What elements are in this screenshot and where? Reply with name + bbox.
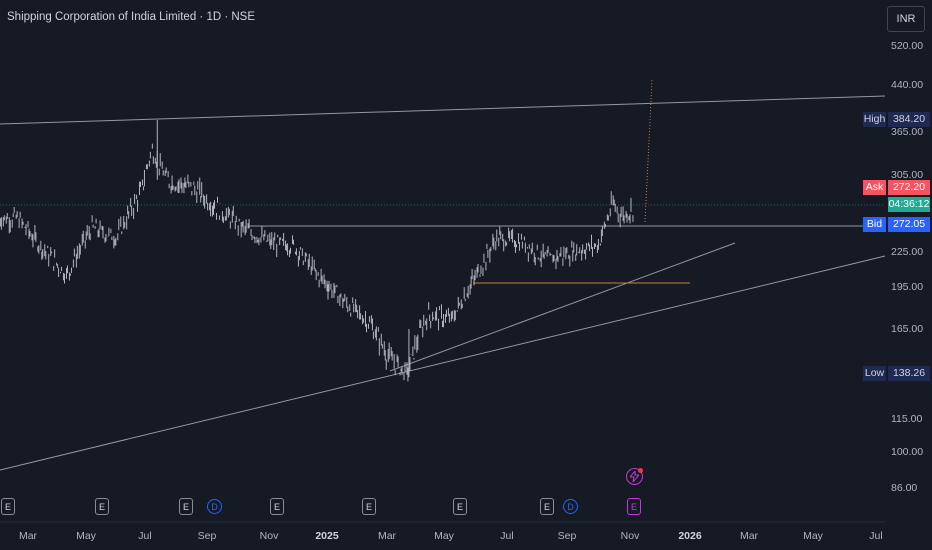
price-axis-tick: 440.00 (891, 79, 924, 91)
candle-series (0, 119, 634, 382)
low-label: Low (863, 366, 886, 381)
bid-value: 272.05 (888, 217, 930, 232)
time-axis-tick: Nov (259, 530, 279, 542)
price-axis-tick: 165.00 (891, 323, 924, 335)
lower-trendline[interactable] (0, 255, 886, 471)
time-axis-tick: Mar (18, 530, 38, 542)
price-axis-tick: 100.00 (891, 446, 924, 458)
dividend-event-marker[interactable]: D (207, 499, 222, 514)
high-value: 384.20 (888, 112, 930, 127)
bar-countdown: 04:36:12 (888, 197, 930, 212)
time-axis-tick: Jul (138, 530, 152, 542)
earnings-event-marker[interactable]: E (540, 498, 554, 515)
time-axis-tick: Jul (869, 530, 883, 542)
time-axis-tick: Jul (500, 530, 514, 542)
price-axis-tick: 225.00 (891, 246, 924, 258)
lightning-glyph (630, 471, 639, 482)
ask-label: Ask (863, 180, 886, 195)
high-label: High (863, 112, 886, 127)
earnings-event-marker[interactable]: E (270, 498, 284, 515)
price-axis-tick: 195.00 (891, 281, 924, 293)
earnings-event-marker[interactable]: E (1, 498, 15, 515)
time-axis-tick: 2026 (678, 530, 702, 542)
bid-label: Bid (863, 217, 886, 232)
currency-button[interactable]: INR (887, 6, 925, 32)
projection-line[interactable] (644, 79, 653, 223)
price-axis-tick: 115.00 (891, 413, 923, 425)
price-axis-tick: 305.00 (891, 169, 924, 181)
ask-value: 272.20 (888, 180, 930, 195)
time-axis-tick: Sep (197, 530, 217, 542)
low-value: 138.26 (888, 366, 930, 381)
time-axis-tick: Nov (620, 530, 640, 542)
chart-title: Shipping Corporation of India Limited · … (7, 11, 256, 23)
price-axis-tick: 86.00 (891, 482, 918, 494)
earnings-event-marker[interactable]: E (95, 498, 109, 515)
time-axis-tick: May (76, 530, 96, 542)
drawing-layer[interactable] (0, 79, 886, 471)
time-axis-tick: Mar (739, 530, 759, 542)
lightning-icon[interactable] (626, 468, 643, 485)
notification-dot (638, 468, 643, 473)
dividend-event-marker[interactable]: D (563, 499, 578, 514)
price-axis-tick: 520.00 (891, 40, 924, 52)
earnings-event-marker[interactable]: E (179, 498, 193, 515)
upper-trendline[interactable] (0, 95, 886, 125)
time-axis-tick: Mar (377, 530, 397, 542)
time-axis-tick: May (434, 530, 454, 542)
price-axis-tick: 365.00 (891, 126, 924, 138)
earnings-event-marker[interactable]: E (362, 498, 376, 515)
rising-support-trendline[interactable] (389, 242, 736, 372)
time-axis-tick: Sep (557, 530, 577, 542)
time-axis-tick: May (803, 530, 823, 542)
earnings-event-marker[interactable]: E (453, 498, 467, 515)
time-axis-tick: 2025 (315, 530, 339, 542)
upcoming-earnings-event-marker[interactable]: E (627, 498, 641, 515)
